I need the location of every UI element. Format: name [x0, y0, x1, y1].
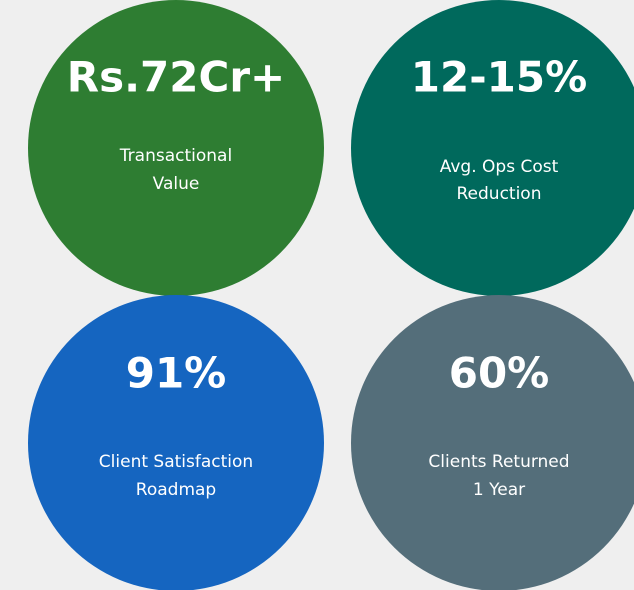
metric-label: Reduction [457, 184, 542, 204]
metric-circle [351, 0, 634, 296]
metric-circle [28, 295, 324, 590]
metric-value: 91% [126, 349, 227, 398]
metric-value: 12-15% [411, 53, 587, 102]
metric-circle [28, 0, 324, 296]
metric-card: 12-15% Avg. Ops Cost Reduction [351, 0, 634, 296]
metric-label: Avg. Ops Cost [440, 157, 559, 177]
metric-label: Value [153, 174, 200, 194]
metric-label: Transactional [119, 146, 232, 166]
metric-card: 60% Clients Returned 1 Year [351, 295, 634, 590]
metric-label: 1 Year [473, 480, 525, 500]
metric-label: Client Satisfaction [99, 452, 253, 472]
metric-label: Roadmap [136, 480, 216, 500]
metric-card: 91% Client Satisfaction Roadmap [28, 295, 324, 590]
metric-label: Clients Returned [428, 452, 569, 472]
metric-circle [351, 295, 634, 590]
metric-card: Rs.72Cr+ Transactional Value [28, 0, 324, 296]
metric-value: 60% [449, 349, 550, 398]
metric-value: Rs.72Cr+ [67, 53, 285, 102]
